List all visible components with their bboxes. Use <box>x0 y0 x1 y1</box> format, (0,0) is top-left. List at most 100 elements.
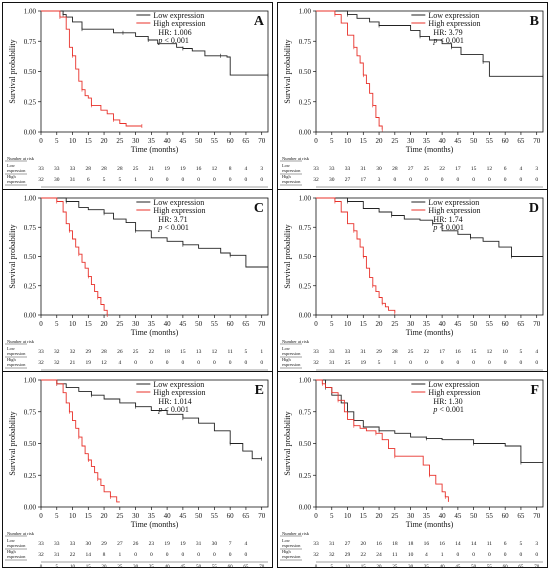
risk-x-tick-label: 25 <box>117 565 123 568</box>
x-axis-label: Time (months) <box>131 520 179 529</box>
risk-count-low: 13 <box>196 349 202 355</box>
p-value: < 0.001 <box>162 36 189 45</box>
x-tick-label: 60 <box>227 137 235 145</box>
plot-frame <box>315 10 544 133</box>
risk-count-high: 0 <box>504 360 507 366</box>
risk-count-low: 33 <box>38 166 44 172</box>
plot-frame <box>315 379 544 508</box>
risk-count-high: 32 <box>38 552 44 558</box>
p-value-label: p < 0.001 <box>432 405 464 414</box>
x-tick-label: 50 <box>195 137 203 145</box>
p-value-symbol: p <box>157 405 162 414</box>
y-tick-label: 0.00 <box>299 312 312 320</box>
risk-count-low: 27 <box>345 541 351 547</box>
x-tick-label: 10 <box>344 512 352 520</box>
x-tick-label: 35 <box>423 137 431 145</box>
y-tick-label: 0.50 <box>24 253 37 261</box>
x-tick-label: 15 <box>360 512 368 520</box>
risk-count-high: 0 <box>457 177 460 183</box>
x-axis-label: Time (months) <box>406 145 454 154</box>
risk-x-tick-label: 65 <box>243 565 249 568</box>
risk-count-high: 29 <box>345 552 351 558</box>
x-tick-label: 35 <box>148 137 156 145</box>
risk-count-low: 22 <box>424 349 430 355</box>
risk-count-high: 0 <box>535 177 538 183</box>
km-panel-c: 0.00 0.25 0.50 0.75 1.00 Survival probability… <box>2 189 273 372</box>
risk-count-low: 3 <box>535 166 538 172</box>
risk-count-high: 21 <box>70 360 76 366</box>
risk-count-high: 0 <box>441 360 444 366</box>
risk-count-low: 22 <box>149 349 155 355</box>
risk-row-label-high: High <box>282 357 291 362</box>
risk-count-high: 0 <box>409 360 412 366</box>
x-tick-label: 10 <box>69 320 77 328</box>
risk-count-low: 22 <box>439 166 445 172</box>
risk-count-low: 16 <box>455 349 461 355</box>
risk-count-low: 16 <box>439 541 445 547</box>
km-chart-svg: 0.00 0.25 0.50 0.75 1.00 Survival probability… <box>280 377 544 568</box>
legend-label-high: High expression <box>153 388 205 397</box>
risk-count-low: 18 <box>164 349 170 355</box>
risk-count-high: 0 <box>504 177 507 183</box>
x-tick-label: 25 <box>391 512 399 520</box>
p-value: < 0.001 <box>437 223 464 232</box>
risk-count-low: 12 <box>487 349 493 355</box>
x-tick-label: 5 <box>55 137 59 145</box>
risk-count-low: 10 <box>502 349 508 355</box>
risk-row-label-low: Low <box>7 346 16 351</box>
risk-count-low: 5 <box>245 349 248 355</box>
y-tick-label: 0.75 <box>299 408 312 416</box>
risk-count-low: 33 <box>313 541 319 547</box>
risk-count-high: 32 <box>329 552 335 558</box>
risk-row-label-high-2: expression <box>7 179 26 184</box>
y-axis-label: Survival probability <box>8 411 17 475</box>
risk-row-label-high-2: expression <box>7 554 26 559</box>
y-tick-label: 0.50 <box>299 253 312 261</box>
risk-count-low: 30 <box>376 166 382 172</box>
risk-count-high: 1 <box>134 177 137 183</box>
x-tick-label: 15 <box>85 320 93 328</box>
risk-x-tick-label: 15 <box>86 565 92 568</box>
panel-letter: E <box>255 383 264 398</box>
risk-count-low: 15 <box>180 349 186 355</box>
risk-count-low: 7 <box>229 541 232 547</box>
risk-count-low: 25 <box>424 166 430 172</box>
x-tick-label: 5 <box>55 512 59 520</box>
risk-count-low: 16 <box>424 541 430 547</box>
risk-count-low: 3 <box>260 166 263 172</box>
risk-count-high: 0 <box>472 177 475 183</box>
risk-count-high: 0 <box>182 177 185 183</box>
risk-count-high: 10 <box>408 552 414 558</box>
risk-count-low: 25 <box>133 349 139 355</box>
x-axis-label: Time (months) <box>406 328 454 337</box>
risk-count-low: 19 <box>180 541 186 547</box>
y-tick-label: 0.25 <box>24 98 37 106</box>
p-value-label: p < 0.001 <box>157 223 189 232</box>
risk-count-low: 17 <box>455 166 461 172</box>
hazard-ratio-label: HR: 3.79 <box>433 28 462 37</box>
risk-x-tick-label: 25 <box>392 565 398 568</box>
risk-count-high: 0 <box>488 360 491 366</box>
risk-count-high: 0 <box>409 177 412 183</box>
x-tick-label: 0 <box>39 137 43 145</box>
y-tick-label: 1.00 <box>24 195 37 203</box>
risk-count-low: 30 <box>212 541 218 547</box>
risk-count-low: 12 <box>212 349 218 355</box>
x-tick-label: 5 <box>330 512 334 520</box>
x-tick-label: 35 <box>423 512 431 520</box>
risk-count-high: 22 <box>70 552 76 558</box>
hazard-ratio-label: HR: 1.30 <box>433 397 462 406</box>
risk-count-high: 0 <box>260 177 263 183</box>
risk-table-title: Number at risk <box>282 156 310 161</box>
risk-count-high: 0 <box>182 360 185 366</box>
x-tick-label: 5 <box>330 137 334 145</box>
hazard-ratio-label: HR: 1.74 <box>433 215 462 224</box>
x-tick-label: 5 <box>55 320 59 328</box>
risk-count-low: 27 <box>408 166 414 172</box>
p-value: < 0.001 <box>162 405 189 414</box>
km-curve-high <box>316 10 383 130</box>
p-value: < 0.001 <box>162 223 189 232</box>
risk-count-high: 0 <box>150 552 153 558</box>
risk-count-high: 0 <box>488 552 491 558</box>
x-tick-label: 55 <box>211 512 219 520</box>
